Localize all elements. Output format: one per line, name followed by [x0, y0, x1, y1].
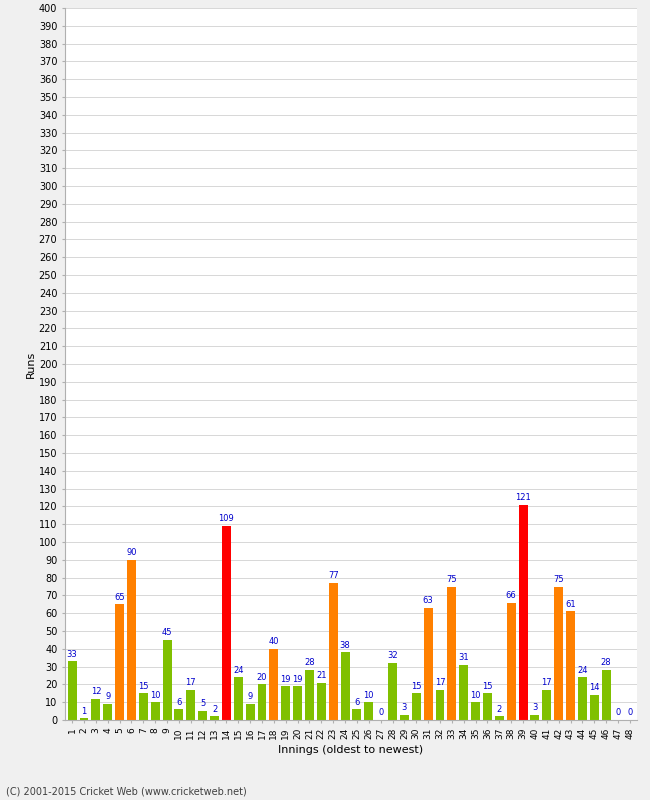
Bar: [447, 586, 456, 720]
Bar: [542, 690, 551, 720]
Text: 2: 2: [497, 705, 502, 714]
Text: 31: 31: [458, 653, 469, 662]
Bar: [269, 649, 278, 720]
Text: 75: 75: [447, 575, 457, 584]
Bar: [530, 714, 540, 720]
Bar: [246, 704, 255, 720]
Bar: [400, 714, 409, 720]
Bar: [436, 690, 445, 720]
X-axis label: Innings (oldest to newest): Innings (oldest to newest): [278, 745, 424, 754]
Bar: [424, 608, 433, 720]
Text: 15: 15: [482, 682, 493, 690]
Text: 21: 21: [316, 671, 326, 680]
Bar: [257, 685, 266, 720]
Text: 65: 65: [114, 593, 125, 602]
Text: 0: 0: [627, 708, 632, 718]
Bar: [460, 665, 468, 720]
Text: 10: 10: [150, 690, 161, 699]
Bar: [198, 711, 207, 720]
Bar: [103, 704, 112, 720]
Bar: [388, 663, 397, 720]
Bar: [162, 640, 172, 720]
Bar: [68, 662, 77, 720]
Text: 9: 9: [248, 692, 253, 702]
Text: 24: 24: [577, 666, 588, 674]
Bar: [483, 694, 492, 720]
Text: 6: 6: [354, 698, 359, 706]
Bar: [151, 702, 160, 720]
Bar: [602, 670, 610, 720]
Text: 15: 15: [138, 682, 149, 690]
Text: 17: 17: [435, 678, 445, 687]
Text: 10: 10: [471, 690, 481, 699]
Bar: [471, 702, 480, 720]
Text: 0: 0: [616, 708, 621, 718]
Bar: [187, 690, 195, 720]
Text: 63: 63: [422, 596, 434, 605]
Text: 90: 90: [126, 548, 136, 557]
Text: 33: 33: [67, 650, 77, 658]
Text: 77: 77: [328, 571, 339, 580]
Bar: [115, 604, 124, 720]
Text: 15: 15: [411, 682, 421, 690]
Bar: [352, 710, 361, 720]
Bar: [139, 694, 148, 720]
Text: 28: 28: [601, 658, 612, 667]
Bar: [365, 702, 373, 720]
Text: 19: 19: [281, 674, 291, 683]
Text: 14: 14: [589, 683, 599, 693]
Bar: [578, 678, 587, 720]
Text: 45: 45: [162, 628, 172, 638]
Text: 6: 6: [176, 698, 181, 706]
Text: 109: 109: [218, 514, 234, 523]
Text: 20: 20: [257, 673, 267, 682]
Text: 10: 10: [363, 690, 374, 699]
Bar: [222, 526, 231, 720]
Y-axis label: Runs: Runs: [26, 350, 36, 378]
Bar: [519, 505, 528, 720]
Text: 38: 38: [340, 641, 350, 650]
Text: 61: 61: [566, 600, 576, 609]
Bar: [210, 717, 219, 720]
Text: 19: 19: [292, 674, 303, 683]
Bar: [281, 686, 290, 720]
Bar: [127, 560, 136, 720]
Bar: [92, 698, 100, 720]
Bar: [79, 718, 88, 720]
Text: 0: 0: [378, 708, 383, 718]
Bar: [566, 611, 575, 720]
Bar: [329, 583, 337, 720]
Bar: [234, 678, 242, 720]
Bar: [507, 602, 515, 720]
Text: 32: 32: [387, 651, 398, 660]
Text: 3: 3: [532, 703, 538, 712]
Text: 40: 40: [268, 637, 279, 646]
Bar: [341, 652, 350, 720]
Text: 1: 1: [81, 706, 86, 715]
Bar: [305, 670, 314, 720]
Text: 17: 17: [541, 678, 552, 687]
Text: 66: 66: [506, 591, 517, 600]
Text: 75: 75: [553, 575, 564, 584]
Text: 9: 9: [105, 692, 110, 702]
Bar: [495, 717, 504, 720]
Bar: [293, 686, 302, 720]
Text: 121: 121: [515, 493, 531, 502]
Bar: [590, 695, 599, 720]
Bar: [317, 682, 326, 720]
Text: 5: 5: [200, 699, 205, 709]
Text: 28: 28: [304, 658, 315, 667]
Bar: [554, 586, 563, 720]
Text: 3: 3: [402, 703, 407, 712]
Bar: [412, 694, 421, 720]
Text: 2: 2: [212, 705, 217, 714]
Text: 12: 12: [90, 687, 101, 696]
Text: (C) 2001-2015 Cricket Web (www.cricketweb.net): (C) 2001-2015 Cricket Web (www.cricketwe…: [6, 786, 247, 796]
Text: 17: 17: [185, 678, 196, 687]
Bar: [174, 710, 183, 720]
Text: 24: 24: [233, 666, 244, 674]
